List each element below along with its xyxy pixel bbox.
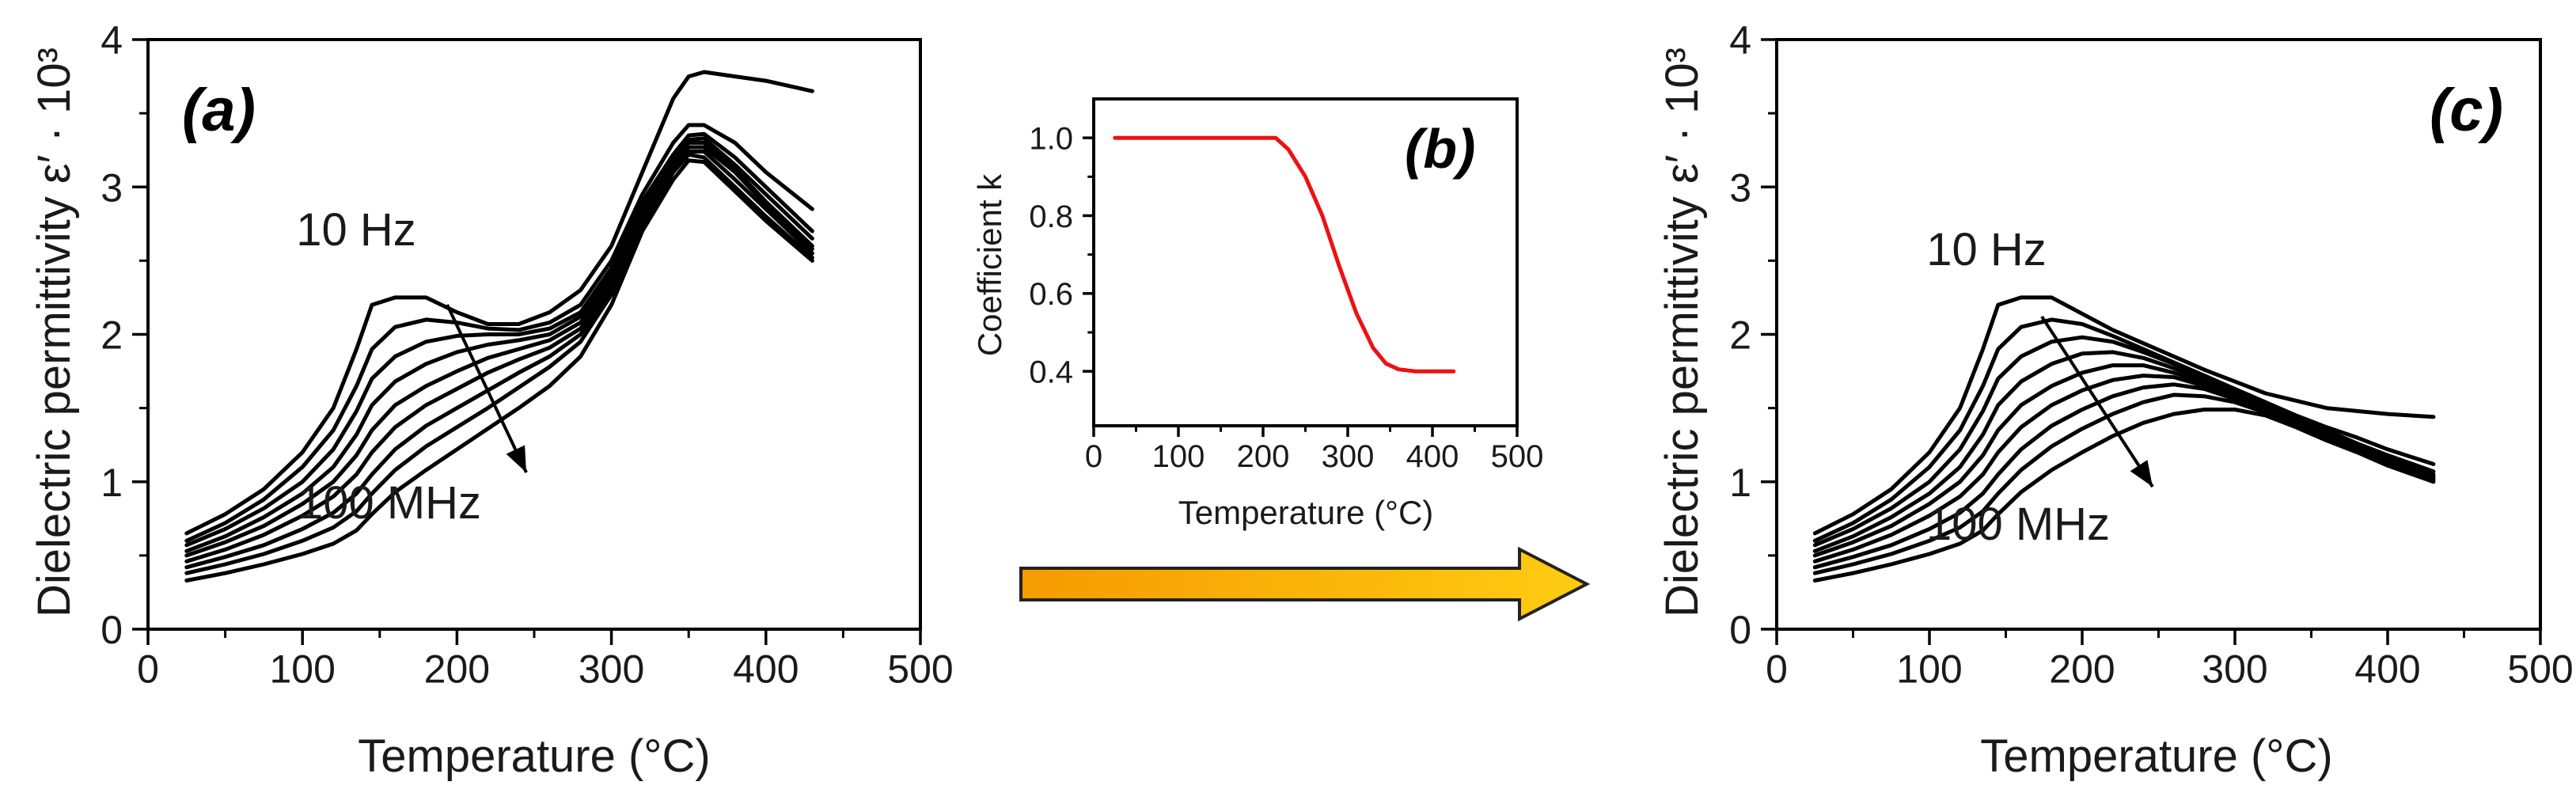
y-axis-label: Dielectric permittivity ε′ · 10³ bbox=[1656, 47, 1708, 617]
y-tick-label: 0.8 bbox=[1029, 199, 1073, 234]
y-tick-label: 0 bbox=[101, 608, 123, 652]
x-tick-label: 100 bbox=[269, 647, 335, 692]
annotation-start: 10 Hz bbox=[296, 204, 416, 256]
series-line-5 bbox=[184, 145, 814, 563]
plot-frame bbox=[1775, 38, 2542, 631]
x-tick-label: 200 bbox=[424, 647, 490, 692]
x-tick-label: 400 bbox=[2354, 647, 2420, 692]
series-line-7 bbox=[184, 152, 814, 575]
annotation-end: 100 MHz bbox=[298, 477, 481, 529]
series-line-1 bbox=[1812, 317, 2436, 543]
y-tick-label: 0.6 bbox=[1029, 277, 1073, 312]
x-tick-label: 200 bbox=[2049, 647, 2115, 692]
y-tick-label: 1.0 bbox=[1029, 122, 1073, 157]
panel-letter: (a) bbox=[182, 77, 256, 144]
y-tick-label: 2 bbox=[1729, 313, 1751, 358]
x-axis-label: Temperature (°C) bbox=[358, 730, 710, 782]
y-axis-label: Coefficient k bbox=[971, 173, 1008, 356]
x-tick-label: 0 bbox=[137, 647, 159, 692]
series-line-2 bbox=[1812, 335, 2436, 548]
y-tick-label: 4 bbox=[1729, 18, 1751, 63]
plot-frame bbox=[146, 38, 922, 631]
frequency-arrow-head bbox=[2130, 460, 2153, 487]
x-tick-label: 400 bbox=[1406, 439, 1459, 474]
annotation-end: 100 MHz bbox=[1926, 499, 2110, 550]
x-tick-label: 500 bbox=[1491, 439, 1544, 474]
y-axis-label: Dielectric permittivity ε′ · 10³ bbox=[28, 47, 80, 617]
y-tick-label: 4 bbox=[101, 18, 123, 63]
x-axis-label: Temperature (°C) bbox=[1980, 730, 2332, 782]
series-line-3 bbox=[1812, 350, 2436, 553]
y-tick-label: 1 bbox=[1729, 461, 1751, 505]
panel-b: 0 100 200 300 400 500 0.4 0.6 0.8 1.0 Temperature … bbox=[971, 97, 1544, 531]
series-line-0 bbox=[184, 70, 814, 536]
x-axis-label: Temperature (°C) bbox=[1178, 494, 1434, 531]
y-tick-label: 3 bbox=[1729, 165, 1751, 210]
series-line-1 bbox=[184, 123, 814, 543]
panel-letter: (b) bbox=[1405, 118, 1475, 180]
series-line-8 bbox=[1812, 408, 2436, 582]
x-tick-label: 200 bbox=[1237, 439, 1290, 474]
x-tick-label: 500 bbox=[887, 647, 953, 692]
frequency-arrow-head bbox=[506, 445, 526, 472]
x-tick-label: 300 bbox=[579, 647, 644, 692]
x-tick-label: 500 bbox=[2507, 647, 2573, 692]
x-tick-label: 100 bbox=[1152, 439, 1205, 474]
frequency-arrow-shaft bbox=[446, 304, 528, 473]
series-line-0 bbox=[1113, 135, 1456, 374]
y-tick-label: 3 bbox=[101, 165, 123, 210]
panel-c: 0 100 200 300 400 500 0 1 2 3 4 Temperature (°C) Die… bbox=[1656, 18, 2574, 782]
series-line-6 bbox=[184, 150, 814, 570]
series-line-2 bbox=[184, 131, 814, 548]
x-tick-label: 300 bbox=[2202, 647, 2267, 692]
series-line-3 bbox=[184, 136, 814, 553]
y-tick-label: 1 bbox=[101, 461, 123, 505]
x-tick-label: 0 bbox=[1085, 439, 1102, 474]
series-line-8 bbox=[184, 158, 814, 582]
y-tick-label: 2 bbox=[101, 313, 123, 358]
transform-arrow bbox=[1019, 546, 1591, 622]
y-tick-label: 0 bbox=[1729, 608, 1751, 652]
series-line-0 bbox=[1812, 295, 2436, 536]
annotation-start: 10 Hz bbox=[1926, 224, 2047, 275]
frequency-arrow-shaft bbox=[2040, 315, 2154, 488]
panel-letter: (c) bbox=[2430, 77, 2503, 144]
y-tick-label: 0.4 bbox=[1029, 355, 1073, 390]
panel-a: 0 100 200 300 400 500 0 1 2 3 4 Temperature (°C) Die… bbox=[28, 18, 954, 782]
x-tick-label: 100 bbox=[1896, 647, 1962, 692]
x-tick-label: 0 bbox=[1766, 647, 1788, 692]
x-tick-label: 400 bbox=[733, 647, 799, 692]
series-line-5 bbox=[1812, 374, 2436, 563]
x-tick-label: 300 bbox=[1322, 439, 1375, 474]
series-line-4 bbox=[184, 140, 814, 558]
